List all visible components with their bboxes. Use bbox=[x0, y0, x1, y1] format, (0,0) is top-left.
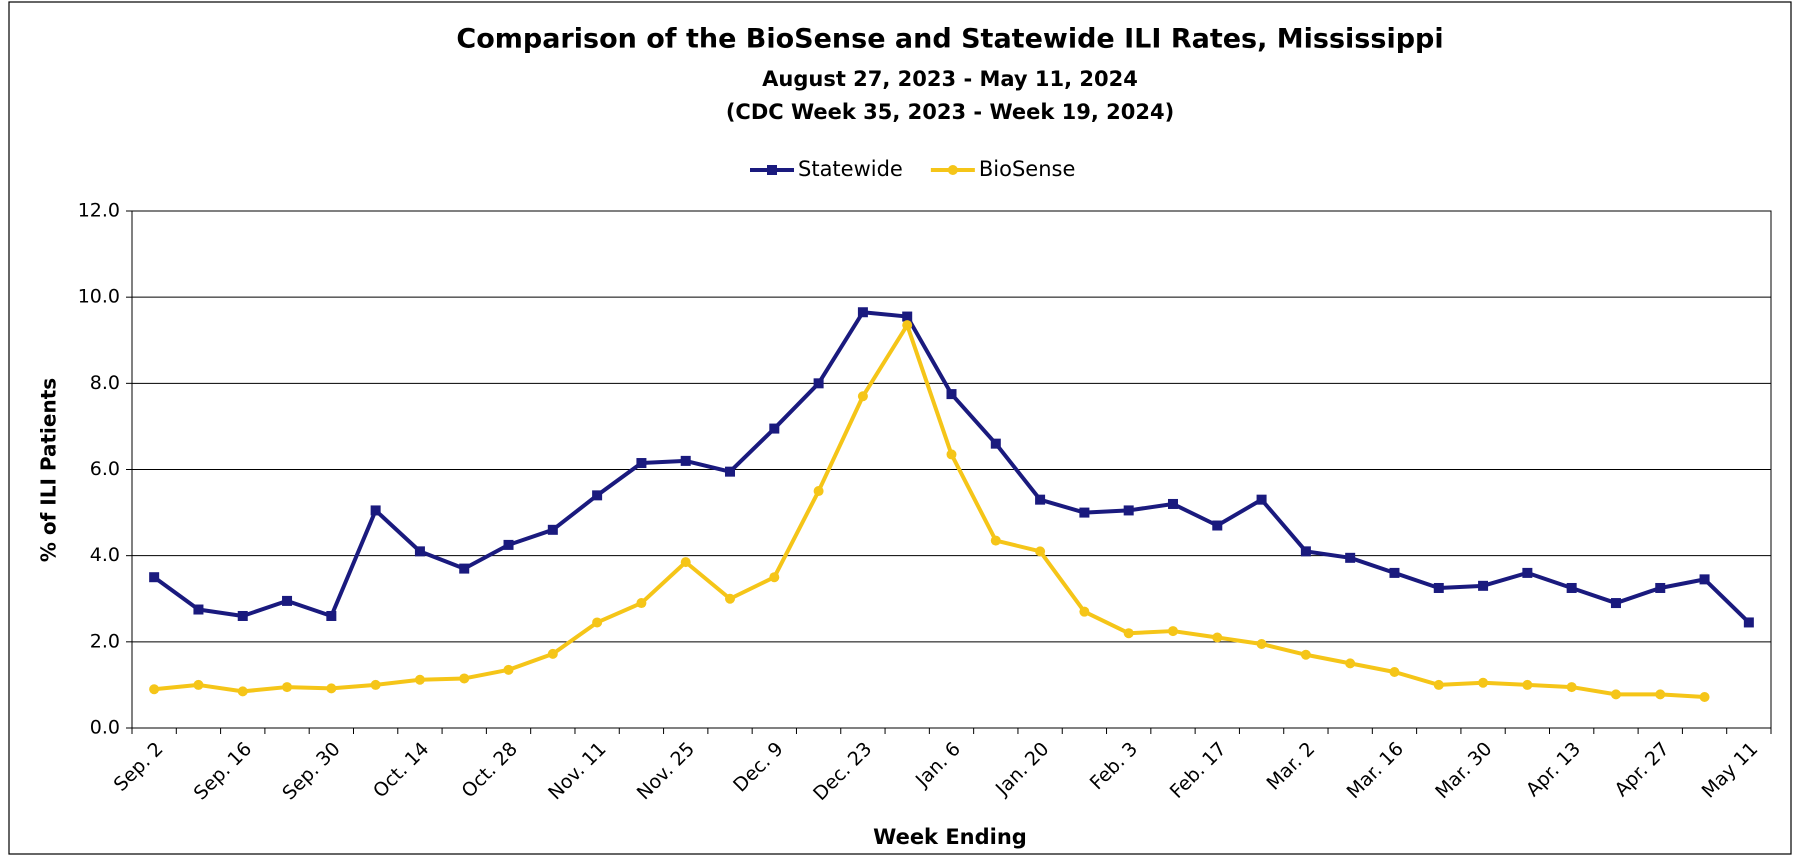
point-marker bbox=[1566, 582, 1577, 593]
point-marker bbox=[1167, 626, 1178, 637]
legend-label: Statewide bbox=[798, 157, 903, 181]
y-tick-label: 0.0 bbox=[90, 717, 120, 739]
point-marker bbox=[1389, 567, 1400, 578]
point-marker bbox=[1566, 682, 1577, 693]
plot-area bbox=[131, 210, 1772, 729]
point-marker bbox=[946, 389, 957, 400]
series-line bbox=[153, 323, 1705, 699]
point-marker bbox=[1079, 507, 1090, 518]
point-marker bbox=[414, 546, 425, 557]
point-marker bbox=[149, 572, 160, 583]
point-marker bbox=[1610, 689, 1621, 700]
y-tick-label: 2.0 bbox=[90, 630, 120, 652]
point-marker bbox=[503, 539, 514, 550]
point-marker bbox=[902, 320, 913, 331]
point-marker bbox=[1699, 691, 1710, 702]
point-marker bbox=[459, 673, 470, 684]
point-marker bbox=[193, 679, 204, 690]
point-marker bbox=[414, 674, 425, 685]
point-marker bbox=[1389, 666, 1400, 677]
point-marker bbox=[1035, 494, 1046, 505]
point-marker bbox=[1300, 546, 1311, 557]
legend-marker bbox=[947, 165, 958, 175]
point-marker bbox=[149, 684, 160, 695]
point-marker bbox=[282, 682, 293, 693]
point-marker bbox=[1212, 520, 1223, 531]
point-marker bbox=[592, 490, 603, 501]
point-marker bbox=[193, 604, 204, 615]
point-marker bbox=[547, 648, 558, 659]
point-marker bbox=[282, 595, 293, 606]
y-tick-label: 12.0 bbox=[78, 200, 120, 222]
chart-frame bbox=[8, 1, 1792, 855]
point-marker bbox=[1522, 567, 1533, 578]
point-marker bbox=[990, 438, 1001, 449]
point-marker bbox=[1655, 689, 1666, 700]
point-marker bbox=[1743, 617, 1754, 628]
point-marker bbox=[1345, 552, 1356, 563]
point-marker bbox=[1478, 580, 1489, 591]
point-marker bbox=[547, 524, 558, 535]
y-tick-label: 10.0 bbox=[78, 286, 120, 308]
chart-subtitle: (CDC Week 35, 2023 - Week 19, 2024) bbox=[726, 100, 1174, 124]
point-marker bbox=[1478, 677, 1489, 688]
point-marker bbox=[1345, 658, 1356, 669]
point-marker bbox=[592, 617, 603, 628]
point-marker bbox=[1256, 638, 1267, 649]
y-tick-label: 6.0 bbox=[90, 458, 120, 480]
point-marker bbox=[1123, 505, 1134, 516]
legend-label: BioSense bbox=[979, 157, 1076, 181]
point-marker bbox=[769, 423, 780, 434]
point-marker bbox=[1035, 546, 1046, 557]
x-axis-title: Week Ending bbox=[873, 825, 1027, 849]
point-marker bbox=[326, 683, 337, 694]
point-marker bbox=[813, 378, 824, 389]
point-marker bbox=[1610, 598, 1621, 609]
point-marker bbox=[1522, 679, 1533, 690]
point-marker bbox=[503, 664, 514, 675]
point-marker bbox=[857, 391, 868, 402]
point-marker bbox=[1212, 632, 1223, 643]
y-tick-label: 4.0 bbox=[90, 544, 120, 566]
legend-marker bbox=[767, 165, 777, 175]
point-marker bbox=[813, 486, 824, 497]
chart-subtitle: August 27, 2023 - May 11, 2024 bbox=[762, 67, 1138, 91]
point-marker bbox=[459, 563, 470, 574]
point-marker bbox=[1167, 498, 1178, 509]
point-marker bbox=[370, 679, 381, 690]
point-marker bbox=[902, 311, 913, 322]
y-tick-label: 8.0 bbox=[90, 372, 120, 394]
point-marker bbox=[636, 458, 647, 469]
point-marker bbox=[370, 505, 381, 516]
point-marker bbox=[237, 610, 248, 621]
point-marker bbox=[1300, 649, 1311, 660]
point-marker bbox=[1655, 582, 1666, 593]
point-marker bbox=[1433, 679, 1444, 690]
point-marker bbox=[1699, 574, 1710, 585]
point-marker bbox=[1433, 582, 1444, 593]
point-marker bbox=[946, 449, 957, 460]
point-marker bbox=[1123, 628, 1134, 639]
point-marker bbox=[680, 455, 691, 466]
y-axis-title: % of ILI Patients bbox=[37, 378, 61, 562]
point-marker bbox=[1079, 606, 1090, 617]
point-marker bbox=[680, 557, 691, 568]
point-marker bbox=[769, 572, 780, 583]
point-marker bbox=[326, 610, 337, 621]
point-marker bbox=[1256, 494, 1267, 505]
point-marker bbox=[636, 598, 647, 609]
chart-title: Comparison of the BioSense and Statewide… bbox=[456, 24, 1443, 55]
point-marker bbox=[725, 466, 736, 477]
point-marker bbox=[857, 307, 868, 318]
point-marker bbox=[990, 535, 1001, 546]
point-marker bbox=[237, 686, 248, 697]
point-marker bbox=[725, 593, 736, 604]
